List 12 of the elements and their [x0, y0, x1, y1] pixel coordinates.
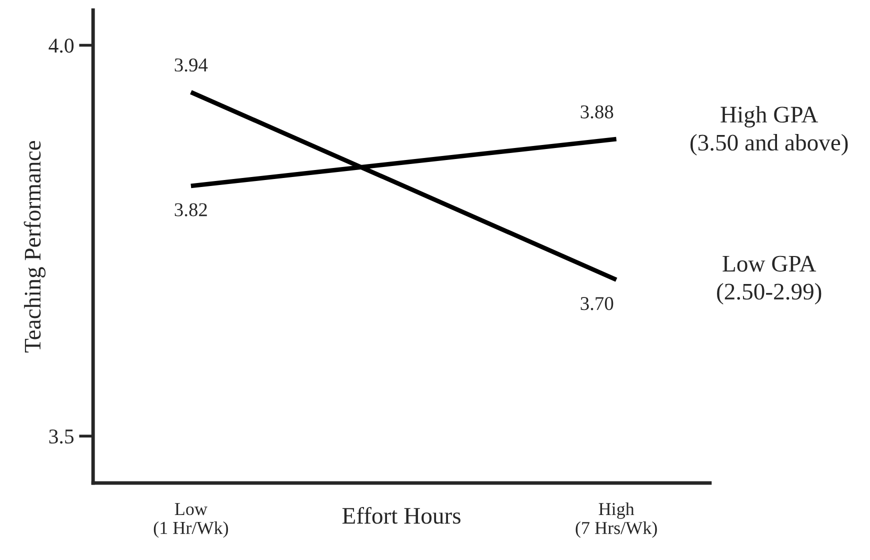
text: High GPA (3.50 and above): [690, 106, 848, 156]
y-axis-title: Teaching Performance: [24, 141, 46, 352]
y-tick-label: 3.5: [49, 430, 74, 444]
data-label: 3.70: [580, 296, 614, 310]
x-tick-label: Low (1 Hr/Wk): [154, 503, 228, 538]
data-label: 3.82: [174, 203, 207, 216]
data-label: 3.94: [174, 58, 208, 72]
x-axis-title: Effort Hours: [342, 506, 460, 524]
y-tick-label: 4.0: [48, 38, 74, 53]
x-tick-label: High (7 Hrs/Wk): [576, 502, 657, 538]
text: Low GPA (2.50-2.99): [717, 256, 822, 304]
data-label: 3.88: [580, 105, 614, 119]
